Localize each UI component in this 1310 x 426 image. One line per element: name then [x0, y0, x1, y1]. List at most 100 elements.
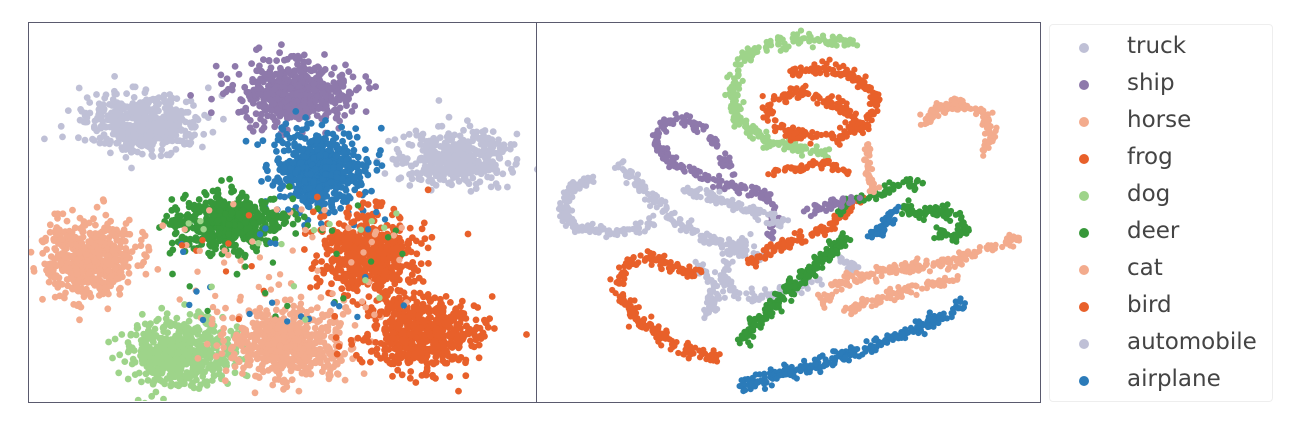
point-ship — [348, 108, 356, 115]
point-airplane — [373, 166, 381, 174]
point-horse — [306, 363, 314, 370]
point-deer — [237, 230, 245, 237]
point-dog — [181, 380, 188, 388]
point-ship — [218, 80, 225, 88]
point-airplane — [373, 159, 381, 167]
point-horse — [317, 359, 324, 367]
point-airplane — [343, 198, 350, 206]
point-bird — [396, 268, 403, 276]
point-ship — [276, 49, 283, 57]
point-ship — [255, 90, 263, 98]
point-deer — [209, 199, 217, 207]
point-airplane — [377, 124, 385, 132]
point-dog — [227, 327, 235, 335]
point-airplane — [328, 197, 336, 205]
point-dog — [121, 358, 129, 365]
point-automobile — [445, 179, 452, 187]
point-truck — [159, 120, 167, 127]
point-automobile — [466, 144, 474, 151]
point-ship — [352, 86, 360, 94]
point-cat — [122, 246, 130, 253]
point-horse — [260, 332, 268, 340]
point-airplane — [294, 131, 302, 139]
point-horse — [311, 331, 318, 339]
point-airplane — [308, 138, 315, 145]
point-bird — [413, 250, 421, 258]
point-horse — [271, 339, 279, 347]
point-dog — [142, 399, 148, 401]
point-horse — [297, 293, 305, 301]
point-airplane — [275, 132, 282, 140]
point-truck — [120, 104, 128, 112]
point-bird — [420, 219, 428, 227]
point-horse — [281, 296, 289, 304]
point-cat — [91, 257, 99, 265]
point-bird — [318, 258, 325, 265]
point-ship — [290, 100, 297, 108]
point-ship — [268, 113, 276, 120]
point-airplane — [332, 190, 340, 198]
point-horse — [332, 359, 340, 367]
point-airplane — [292, 169, 299, 177]
point-cat — [94, 246, 102, 253]
point-automobile — [487, 183, 495, 191]
point-automobile — [489, 128, 497, 135]
point-horse — [246, 361, 254, 369]
point-deer — [241, 251, 249, 259]
point-airplane — [258, 178, 265, 185]
point-airplane — [282, 120, 290, 128]
point-cat — [58, 280, 66, 288]
point-horse — [323, 311, 331, 319]
point-bird — [334, 238, 342, 246]
point-automobile — [423, 170, 430, 178]
point-ship — [349, 73, 357, 81]
point-deer — [228, 188, 235, 196]
point-automobile — [460, 160, 467, 168]
point-cat — [115, 286, 123, 293]
point-ship — [273, 118, 281, 126]
point-dog — [223, 362, 231, 370]
point-deer — [171, 230, 179, 238]
point-truck — [191, 131, 199, 139]
point-truck — [90, 137, 98, 144]
point-deer — [190, 201, 198, 209]
point-truck — [149, 153, 157, 161]
point-cat — [85, 276, 93, 283]
point-dog — [148, 392, 156, 400]
point-deer — [243, 225, 251, 233]
point-ship — [372, 83, 379, 91]
point-ship — [257, 115, 264, 123]
point-truck — [133, 112, 141, 120]
point-cat — [61, 294, 68, 302]
point-deer — [186, 214, 194, 222]
point-horse — [320, 363, 328, 371]
point-ship — [235, 70, 243, 78]
point-ship — [246, 117, 254, 124]
point-deer — [205, 236, 213, 243]
point-cat — [67, 240, 74, 248]
point-cat — [95, 292, 103, 299]
point-cat — [85, 269, 93, 277]
point-frog — [398, 371, 406, 379]
point-frog — [442, 293, 450, 300]
point-airplane — [307, 191, 314, 199]
point-deer — [194, 222, 201, 230]
point-airplane — [321, 200, 329, 208]
point-truck — [146, 128, 154, 136]
point-horse — [292, 335, 300, 343]
point-ship — [263, 91, 271, 98]
point-frog — [455, 387, 462, 395]
point-airplane — [298, 126, 306, 134]
point-cat — [99, 233, 107, 241]
point-airplane — [310, 178, 317, 186]
point-horse — [257, 339, 265, 346]
point-truck — [59, 133, 66, 141]
point-horse — [335, 329, 343, 337]
point-dog — [175, 349, 182, 357]
point-horse — [239, 370, 246, 377]
point-dog — [210, 372, 218, 380]
point-ship — [238, 97, 246, 105]
point-automobile — [533, 166, 536, 173]
point-horse — [273, 367, 280, 375]
point-deer — [230, 234, 238, 242]
